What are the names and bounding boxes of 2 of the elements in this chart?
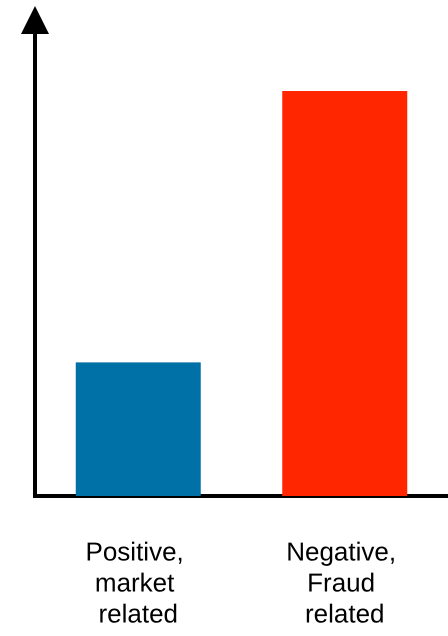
x-tick-label: Negative, Fraud related	[286, 536, 404, 628]
x-tick-label: Positive, market related	[86, 536, 191, 628]
